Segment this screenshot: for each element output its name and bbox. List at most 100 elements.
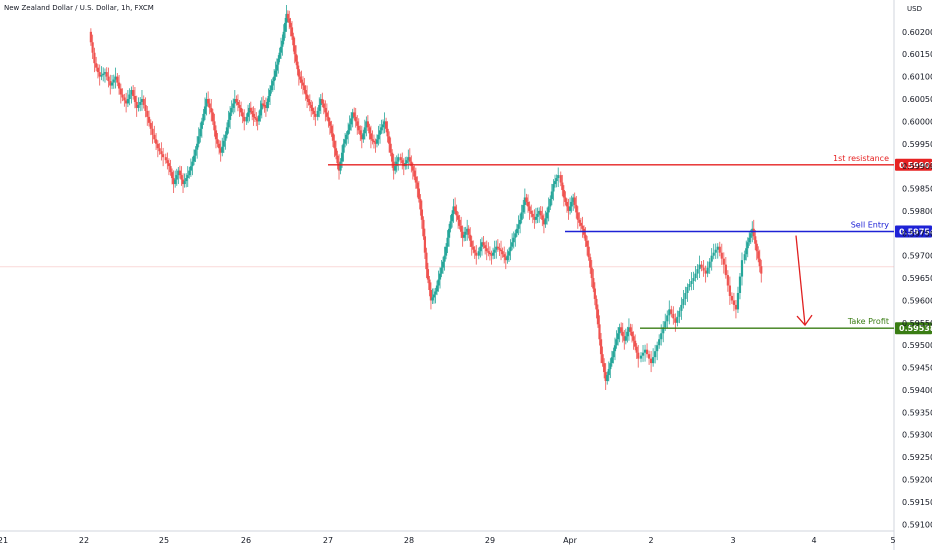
candle [710,248,713,271]
y-tick-label: 0.60150 [902,50,932,59]
price-levels[interactable]: 1st resistance 0.59903 Sell Entry 0.59754 Ta… [328,154,932,335]
candle [107,67,110,88]
candle [130,86,133,104]
candle [757,246,760,263]
candle [595,295,598,319]
candle [381,119,385,134]
candle [405,156,408,170]
candle [549,195,552,211]
x-tick-label: 4 [811,536,816,545]
candle [654,344,657,364]
candle [389,137,392,157]
candle [637,345,640,368]
candle [432,288,436,304]
x-tick-label: 28 [404,536,414,545]
candle [146,105,149,126]
candle [686,283,689,302]
candle [632,331,635,350]
candle [458,214,461,230]
candle [545,207,549,225]
candle [347,122,350,144]
candle [267,88,270,109]
candle [447,223,451,247]
candle [704,265,707,283]
candle [180,166,183,186]
candle [263,100,266,113]
candle [224,131,227,150]
candle [249,101,252,115]
candle [746,237,749,258]
candle [528,201,531,220]
level-price-text: 0.59754 [899,227,932,236]
candle [243,109,246,131]
candle [110,74,114,90]
candle [417,180,420,203]
candle [343,133,347,148]
candle [259,100,262,122]
candle [736,286,740,313]
candle [718,241,721,257]
candle [623,329,626,350]
candle [192,149,196,166]
candle [732,292,736,312]
candle [245,113,248,125]
candle [238,100,241,117]
candle [274,61,277,81]
candle [561,174,564,197]
candle [419,194,422,216]
candle [426,262,430,284]
candle [490,250,493,265]
candle [392,154,395,180]
candle [730,292,733,305]
candle [512,231,515,249]
candle [668,300,671,325]
candle [678,307,681,324]
candle [225,122,229,139]
candle [559,171,562,187]
candle [154,133,158,151]
candle [211,108,214,125]
candle [362,129,365,143]
candle [743,250,746,264]
candle [156,140,159,158]
candle [378,124,382,144]
candle [539,205,542,219]
candle [612,347,615,364]
candle [218,140,221,155]
candle [112,74,115,89]
candle [98,64,101,86]
candle [377,125,380,146]
candle [708,258,711,274]
candle [466,219,469,241]
candle [662,321,665,343]
candle [117,74,121,95]
level-resistance[interactable]: 1st resistance 0.59903 [328,154,932,171]
candle [520,204,523,224]
level-label: 1st resistance [833,154,889,163]
candle [262,95,265,109]
candle [491,247,495,260]
candle [722,252,725,274]
y-tick-label: 0.59350 [902,408,932,417]
candle [333,134,336,158]
y-tick-label: 0.59450 [902,364,932,373]
candle [482,235,485,249]
candle [372,134,376,149]
candle [416,176,419,198]
candle [359,125,362,142]
level-entry[interactable]: Sell Entry 0.59754 [565,220,932,238]
candle [748,231,751,246]
candle [169,159,172,176]
candle [515,223,519,237]
candle [350,112,353,131]
candle [300,70,303,89]
candle [363,119,366,140]
candle [394,157,397,175]
candle [734,299,738,319]
candle [609,358,612,379]
candle [114,67,117,89]
x-tick-label: 3 [730,536,735,545]
level-profit[interactable]: Take Profit 0.59538 [640,317,932,335]
candle [348,115,351,134]
